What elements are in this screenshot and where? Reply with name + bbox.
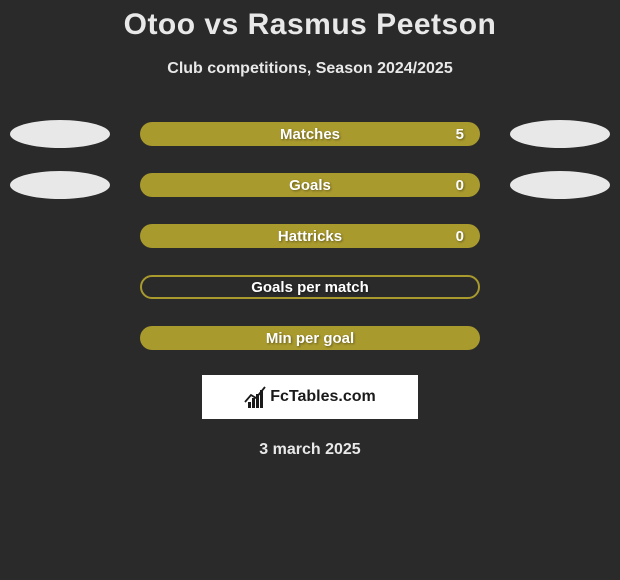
left-oval (10, 120, 110, 148)
comparison-container: Otoo vs Rasmus Peetson Club competitions… (0, 0, 620, 459)
logo-text: FcTables.com (270, 388, 376, 406)
stat-bar: Min per goal (140, 326, 480, 350)
stat-label: Min per goal (266, 330, 354, 347)
stat-row: Goals 0 (0, 171, 620, 199)
page-subtitle: Club competitions, Season 2024/2025 (0, 60, 620, 78)
stat-label: Hattricks (278, 228, 342, 245)
stat-value: 0 (456, 228, 464, 245)
stats-rows: Matches 5 Goals 0 Hattricks 0 Goals per match M… (0, 120, 620, 352)
stat-label: Goals per match (251, 279, 369, 296)
left-oval (10, 171, 110, 199)
stat-label: Matches (280, 126, 340, 143)
date-text: 3 march 2025 (0, 441, 620, 459)
stat-row: Min per goal (0, 324, 620, 352)
stat-bar: Hattricks 0 (140, 224, 480, 248)
stat-row: Matches 5 (0, 120, 620, 148)
stat-value: 5 (456, 126, 464, 143)
right-oval (510, 171, 610, 199)
right-oval (510, 120, 610, 148)
stat-bar: Goals per match (140, 275, 480, 299)
page-title: Otoo vs Rasmus Peetson (0, 8, 620, 42)
stat-row: Hattricks 0 (0, 222, 620, 250)
logo-box: FcTables.com (202, 375, 418, 419)
stat-bar: Goals 0 (140, 173, 480, 197)
stat-label: Goals (289, 177, 331, 194)
stat-bar: Matches 5 (140, 122, 480, 146)
chart-icon (244, 386, 266, 408)
stat-value: 0 (456, 177, 464, 194)
stat-row: Goals per match (0, 273, 620, 301)
